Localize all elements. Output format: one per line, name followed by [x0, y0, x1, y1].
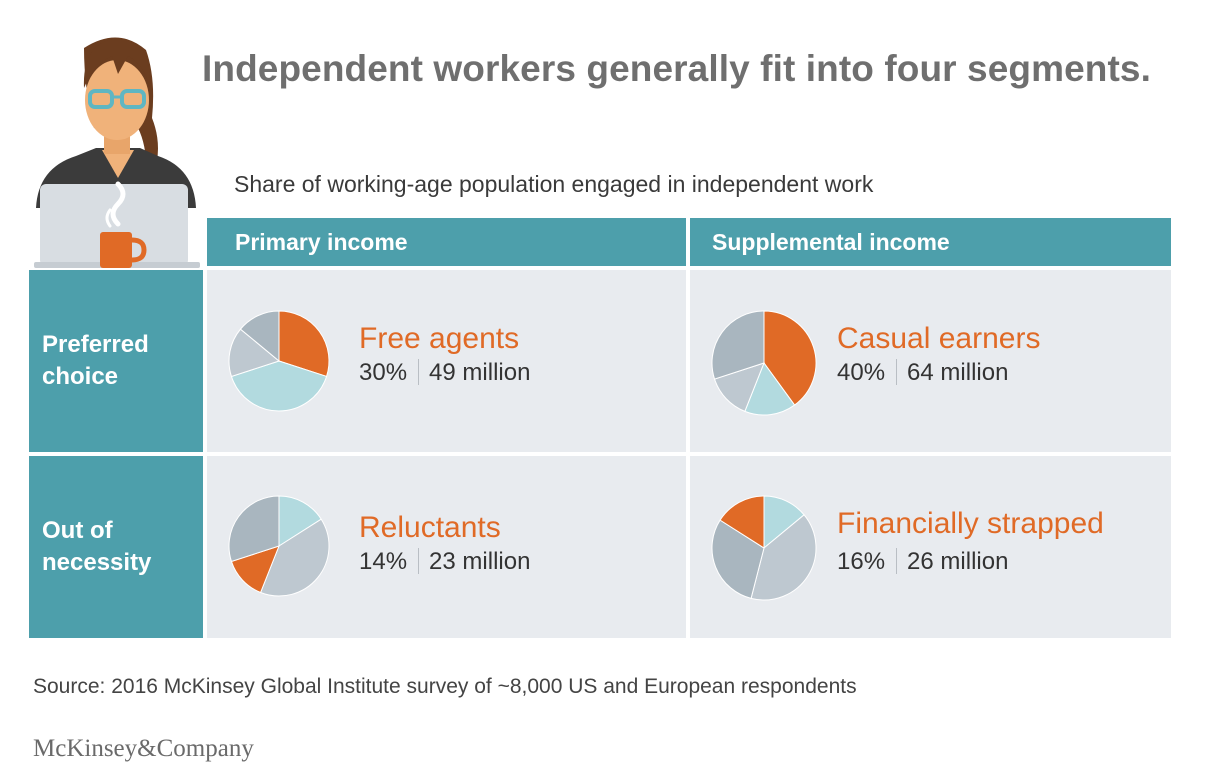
row-header-preferred: Preferred choice	[29, 270, 203, 452]
pie-slice-reluctants	[239, 310, 280, 363]
pie-reluctants	[228, 495, 330, 597]
pie-slice-casual-earners	[259, 518, 330, 597]
pie-slice-financially-strapped	[228, 328, 281, 378]
pie-financially-strapped	[711, 495, 817, 601]
pie-casual-earners	[711, 310, 817, 416]
page-title: Independent workers generally fit into f…	[202, 48, 1151, 89]
pie-slice-free-agents	[711, 519, 765, 599]
column-header-supplemental: Supplemental income	[690, 218, 1171, 266]
divider	[896, 548, 898, 574]
source-note: Source: 2016 McKinsey Global Institute s…	[33, 675, 857, 698]
segment-label-financially-strapped: Financially strapped 16% 26 million	[837, 507, 1104, 576]
divider	[896, 359, 898, 385]
row-header-label: Preferred choice	[42, 331, 149, 390]
pie-slice-financially-strapped	[719, 495, 765, 549]
pie-slice-casual-earners	[750, 514, 817, 601]
pie-slice-financially-strapped	[744, 361, 796, 416]
divider	[418, 359, 420, 385]
segment-population: 26 million	[907, 548, 1009, 575]
pie-slice-free-agents	[278, 310, 330, 378]
column-header-label: Primary income	[235, 229, 408, 255]
pie-slice-casual-earners	[763, 310, 817, 406]
chart-subtitle: Share of working-age population engaged …	[234, 171, 874, 197]
segment-population: 23 million	[429, 548, 531, 575]
segment-population: 49 million	[429, 359, 531, 386]
segment-percent: 40%	[837, 359, 886, 386]
segment-stats: 40% 64 million	[837, 359, 1040, 387]
brand-logo: McKinsey&Company	[33, 735, 254, 762]
pie-slice-free-agents	[711, 310, 765, 380]
woman-with-laptop-and-coffee-icon	[34, 37, 200, 268]
segment-stats: 16% 26 million	[837, 548, 1104, 576]
segment-label-free-agents: Free agents 30% 49 million	[359, 322, 530, 387]
segment-population: 64 million	[907, 359, 1009, 386]
column-header-label: Supplemental income	[712, 229, 950, 255]
row-header-necessity: Out of necessity	[29, 456, 203, 638]
segment-name: Casual earners	[837, 322, 1041, 355]
segment-stats: 30% 49 million	[359, 359, 530, 387]
pie-slice-casual-earners	[230, 360, 328, 412]
segment-name: Financially strapped	[837, 507, 1104, 540]
segment-percent: 16%	[837, 548, 886, 575]
segment-label-reluctants: Reluctants 14% 23 million	[359, 511, 530, 576]
pie-slice-financially-strapped	[278, 495, 322, 547]
divider	[418, 548, 420, 574]
pie-free-agents	[228, 310, 330, 412]
pie-slice-free-agents	[228, 495, 280, 563]
segment-name: Free agents	[359, 322, 520, 355]
segment-name: Reluctants	[359, 511, 501, 544]
segment-stats: 14% 23 million	[359, 548, 530, 576]
segment-label-casual-earners: Casual earners 40% 64 million	[837, 322, 1040, 387]
row-header-label: Out of necessity	[42, 517, 152, 576]
segment-percent: 30%	[359, 359, 408, 386]
segment-percent: 14%	[359, 548, 408, 575]
column-header-primary: Primary income	[207, 218, 686, 266]
